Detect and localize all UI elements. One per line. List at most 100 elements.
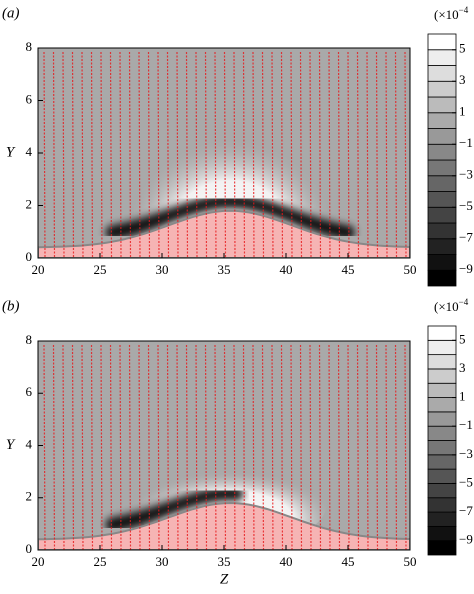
- vector-column: [337, 344, 341, 550]
- panel-label: (a): [2, 5, 20, 21]
- field-dark-band: [105, 486, 244, 532]
- colorbar-tick-label: −3: [459, 167, 473, 182]
- vector-column: [90, 344, 94, 550]
- colorbar-band: [427, 354, 457, 370]
- colorbar-band: [427, 411, 457, 427]
- colorbar-tick-label: 3: [459, 72, 466, 87]
- x-tick-label: 35: [218, 262, 231, 277]
- y-tick-label: 4: [26, 144, 33, 159]
- vector-column: [318, 51, 322, 258]
- colorbar-tick-label: −7: [459, 230, 473, 245]
- y-tick-label: 0: [26, 541, 33, 556]
- vector-column: [71, 344, 75, 550]
- vector-column: [166, 344, 170, 550]
- vector-column: [147, 51, 151, 258]
- vector-column: [233, 344, 236, 550]
- vector-column: [385, 51, 388, 258]
- colorbar-tick-label: 3: [459, 360, 466, 375]
- x-tick-label: 45: [342, 262, 355, 277]
- vector-column: [328, 344, 331, 550]
- vector-column: [261, 344, 265, 550]
- vector-column: [128, 344, 132, 550]
- vector-column: [52, 344, 56, 550]
- colorbar-band: [427, 325, 457, 341]
- vector-column: [299, 344, 303, 550]
- vector-column: [166, 51, 170, 258]
- colorbar-band: [427, 454, 457, 470]
- colorbar-band: [427, 143, 457, 161]
- colorbar-band: [427, 80, 457, 98]
- colorbar-band: [427, 222, 457, 240]
- vector-column: [109, 344, 113, 550]
- vector-column: [318, 344, 322, 550]
- x-tick-label: 25: [94, 554, 107, 569]
- x-tick-label: 50: [404, 554, 417, 569]
- vector-column: [100, 344, 103, 550]
- colorbar-band: [427, 191, 457, 208]
- colorbar-label-base: (×10: [434, 299, 459, 314]
- contour-field: [38, 341, 410, 550]
- vector-column: [223, 344, 227, 550]
- colorbar-band: [427, 49, 457, 66]
- y-tick-label: 4: [26, 436, 33, 451]
- vector-column: [204, 344, 208, 550]
- vector-column: [252, 51, 255, 258]
- vector-column: [242, 344, 246, 550]
- colorbar-label-base: (×10: [434, 7, 459, 22]
- x-tick-label: 35: [218, 554, 231, 569]
- colorbar-band: [427, 382, 457, 398]
- colorbar-tick-label: −9: [459, 261, 473, 276]
- vector-column: [195, 344, 198, 550]
- vector-column: [204, 51, 208, 258]
- colorbar-tick-label: −9: [459, 532, 473, 547]
- y-tick-label: 8: [26, 332, 33, 347]
- vector-column: [299, 51, 303, 258]
- x-axis-label: Z: [220, 571, 229, 587]
- vector-column: [404, 51, 407, 258]
- x-tick-label: 20: [32, 262, 45, 277]
- vector-column: [119, 344, 122, 550]
- colorbar-band: [427, 112, 457, 129]
- vector-column: [252, 344, 255, 550]
- colorbar-band: [427, 440, 457, 456]
- vector-column: [356, 344, 360, 550]
- x-tick-label: 40: [280, 262, 293, 277]
- vector-column: [290, 344, 293, 550]
- vector-column: [280, 51, 284, 258]
- colorbar-band: [427, 468, 457, 484]
- colorbar-tick-label: −5: [459, 198, 473, 213]
- vector-column: [185, 344, 189, 550]
- panel-label: (b): [2, 298, 20, 314]
- vector-column: [71, 51, 75, 258]
- colorbar-tick-label: −1: [459, 417, 473, 432]
- vector-column: [43, 344, 46, 550]
- colorbar-band: [427, 368, 457, 384]
- vector-column: [404, 344, 407, 550]
- contour-field: [38, 48, 410, 258]
- y-tick-label: 6: [26, 384, 33, 399]
- vector-column: [337, 51, 341, 258]
- y-axis-label: Y: [6, 437, 16, 453]
- colorbar-tick-label: −3: [459, 446, 473, 461]
- vector-column: [128, 51, 132, 258]
- vector-column: [271, 51, 274, 258]
- colorbar-band: [427, 339, 457, 356]
- x-tick-label: 50: [404, 262, 417, 277]
- colorbar-band: [427, 175, 457, 192]
- vector-column: [176, 344, 179, 550]
- vector-column: [375, 344, 379, 550]
- vector-column: [90, 51, 94, 258]
- vector-column: [157, 51, 160, 258]
- colorbar-band: [427, 269, 457, 287]
- vector-column: [394, 344, 398, 550]
- colorbar-tick-label: 1: [459, 104, 466, 119]
- colorbar-band: [427, 254, 457, 271]
- vector-column: [385, 344, 388, 550]
- vector-column: [347, 344, 350, 550]
- vector-column: [233, 51, 236, 258]
- vector-column: [214, 344, 217, 550]
- vector-column: [195, 51, 198, 258]
- y-tick-label: 2: [26, 196, 33, 211]
- vector-column: [223, 51, 227, 258]
